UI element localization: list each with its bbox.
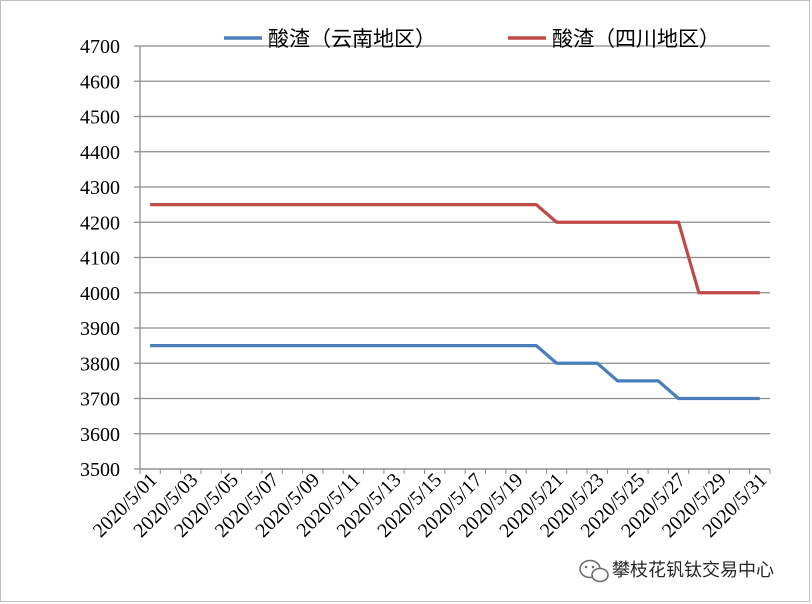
y-tick-label: 3600: [80, 424, 120, 446]
wechat-icon: [579, 559, 609, 583]
axes: [139, 46, 771, 474]
y-tick-label: 4300: [80, 177, 120, 199]
y-tick-label: 4600: [80, 71, 120, 93]
y-tick-label: 4200: [80, 212, 120, 234]
y-tick-labels: 3500 3600 3700 3800 3900 4000 4100 4200 4300 4400…: [80, 36, 120, 481]
y-tick-label: 4700: [80, 36, 120, 58]
watermark: 攀枝花钒钛交易中心: [579, 559, 774, 583]
y-tick-label: 3700: [80, 389, 120, 411]
y-tick-label: 3500: [80, 459, 120, 481]
y-tick-label: 3800: [80, 353, 120, 375]
y-tick-label: 3900: [80, 318, 120, 340]
y-tick-label: 4400: [80, 142, 120, 164]
legend: 酸渣（云南地区） 酸渣（四川地区）: [224, 27, 720, 51]
legend-label-yunnan: 酸渣（云南地区）: [268, 27, 436, 51]
series-line-0: [150, 344, 760, 401]
series-lines: [150, 203, 760, 401]
series-line-1: [150, 203, 760, 295]
gridlines: [134, 45, 770, 470]
y-tick-label: 4500: [80, 107, 120, 129]
legend-label-sichuan: 酸渣（四川地区）: [552, 27, 720, 51]
watermark-text: 攀枝花钒钛交易中心: [612, 560, 774, 581]
x-tick-labels: 2020/5/012020/5/032020/5/052020/5/072020…: [89, 469, 772, 542]
y-tick-label: 4100: [80, 248, 120, 270]
y-tick-label: 4000: [80, 283, 120, 305]
